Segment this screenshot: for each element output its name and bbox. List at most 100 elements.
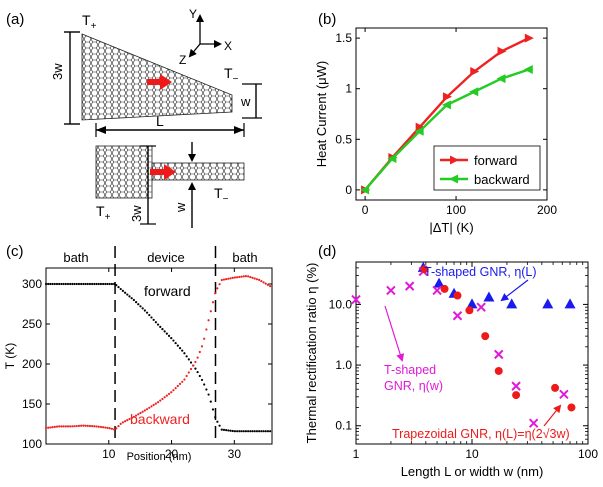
data-dot-forward bbox=[86, 282, 89, 286]
data-dot-forward bbox=[66, 282, 70, 286]
data-point-trapezoidal bbox=[512, 391, 521, 400]
data-dot-forward bbox=[154, 321, 157, 324]
data-point-t-shaped-L bbox=[542, 298, 554, 309]
data-point-backward bbox=[387, 154, 397, 164]
data-dot-forward bbox=[117, 285, 120, 289]
data-dot-forward bbox=[258, 430, 261, 433]
panel-a-label: (a) bbox=[6, 11, 24, 28]
data-dot-backward bbox=[255, 278, 259, 281]
y-tick-label: 300 bbox=[22, 277, 42, 291]
data-dot-forward bbox=[80, 282, 83, 286]
data-dot-forward bbox=[137, 303, 140, 306]
data-dot-backward bbox=[242, 275, 245, 278]
data-dot-backward bbox=[200, 345, 204, 348]
legend-marker-forward bbox=[450, 155, 459, 165]
data-dot-forward bbox=[106, 282, 109, 286]
data-dot-backward bbox=[60, 425, 63, 428]
data-point-forward bbox=[497, 46, 507, 56]
t-minus-bottom-label: T− bbox=[214, 185, 229, 205]
data-dot-forward bbox=[97, 282, 100, 286]
bath-right-label: bath bbox=[232, 250, 257, 265]
data-dot-forward bbox=[207, 393, 210, 396]
data-dot-backward bbox=[198, 350, 201, 354]
data-dot-backward bbox=[51, 426, 54, 429]
data-dot-backward bbox=[222, 278, 226, 281]
data-dot-backward bbox=[93, 425, 96, 428]
data-dot-forward bbox=[88, 282, 92, 286]
data-dot-forward bbox=[249, 430, 252, 433]
data-dot-backward bbox=[244, 275, 248, 278]
data-dot-forward bbox=[236, 430, 239, 433]
data-dot-forward bbox=[225, 429, 228, 432]
data-point-trapezoidal bbox=[567, 403, 576, 412]
data-dot-forward bbox=[44, 282, 48, 286]
data-dot-backward bbox=[251, 276, 254, 279]
data-dot-forward bbox=[262, 430, 265, 433]
data-dot-forward bbox=[62, 282, 65, 286]
data-dot-forward bbox=[130, 297, 133, 300]
data-dot-forward bbox=[172, 339, 175, 342]
data-dot-forward bbox=[156, 323, 160, 326]
data-dot-backward bbox=[269, 285, 272, 288]
panel-b-chart: (b) 0 100 200 0 0.5 1 1.5 |ΔT| (K) Heat Current (… bbox=[314, 11, 557, 235]
data-dot-forward bbox=[47, 282, 50, 286]
data-dot-forward bbox=[229, 429, 232, 432]
data-point-t-shaped-w bbox=[404, 281, 415, 291]
data-point-t-shaped-w bbox=[452, 311, 463, 321]
data-dot-backward bbox=[113, 428, 116, 431]
data-dot-backward bbox=[247, 275, 250, 278]
data-dot-backward bbox=[84, 424, 87, 427]
data-dot-forward bbox=[238, 430, 241, 433]
data-dot-forward bbox=[242, 430, 245, 433]
t-shaped-gnr-wide-part bbox=[95, 145, 153, 199]
y-tick-label: 0.1 bbox=[335, 419, 352, 433]
data-dot-forward bbox=[124, 291, 127, 294]
forward-curve-label: forward bbox=[144, 283, 191, 299]
data-dot-backward bbox=[156, 401, 160, 404]
data-point-t-shaped-w bbox=[432, 285, 442, 296]
data-dot-backward bbox=[95, 425, 98, 428]
panel-d-label: (d) bbox=[318, 243, 336, 260]
x-tick-label: 200 bbox=[537, 203, 557, 217]
data-dot-forward bbox=[196, 370, 199, 374]
y-tick-label: 1 bbox=[345, 82, 352, 96]
data-dot-backward bbox=[66, 425, 70, 428]
data-dot-forward bbox=[183, 352, 186, 355]
x-axis-label: Length L or width w (nm) bbox=[401, 464, 544, 479]
data-dot-backward bbox=[196, 356, 199, 359]
data-dot-forward bbox=[176, 344, 179, 347]
annotation-t-shaped-w-line2: GNR, η(w) bbox=[384, 379, 443, 393]
data-point-trapezoidal bbox=[420, 265, 429, 274]
x-tick-label: 10 bbox=[465, 447, 479, 461]
data-dot-forward bbox=[55, 282, 59, 286]
annotation-arrow-blue bbox=[500, 279, 529, 302]
data-point-t-shaped-L bbox=[506, 298, 518, 309]
data-dot-forward bbox=[227, 429, 230, 432]
data-dot-backward bbox=[69, 425, 72, 428]
data-dot-forward bbox=[75, 282, 78, 286]
data-point-forward bbox=[442, 92, 452, 102]
data-dot-forward bbox=[141, 307, 144, 310]
data-dot-backward bbox=[130, 416, 133, 420]
bath-left-label: bath bbox=[63, 250, 88, 265]
data-dot-backward bbox=[99, 425, 103, 429]
data-dot-backward bbox=[181, 380, 184, 383]
data-dot-backward bbox=[88, 424, 92, 428]
data-dot-forward bbox=[77, 282, 81, 286]
data-point-forward bbox=[470, 67, 480, 77]
legend-label-backward: backward bbox=[474, 172, 530, 187]
data-dot-backward bbox=[106, 426, 109, 429]
data-dot-backward bbox=[163, 396, 166, 399]
data-dot-forward bbox=[266, 430, 270, 433]
data-dot-forward bbox=[216, 420, 219, 423]
data-dot-forward bbox=[51, 282, 54, 286]
x-tick-label: 10 bbox=[102, 447, 116, 461]
data-dot-backward bbox=[80, 424, 83, 427]
data-dot-backward bbox=[236, 276, 239, 279]
axis-x-label: X bbox=[224, 39, 232, 53]
annotation-arrow-magenta bbox=[384, 305, 405, 362]
data-dot-forward bbox=[167, 334, 171, 337]
data-dot-forward bbox=[185, 355, 188, 358]
backward-curve-label: backward bbox=[130, 411, 190, 427]
data-dot-forward bbox=[198, 374, 201, 378]
